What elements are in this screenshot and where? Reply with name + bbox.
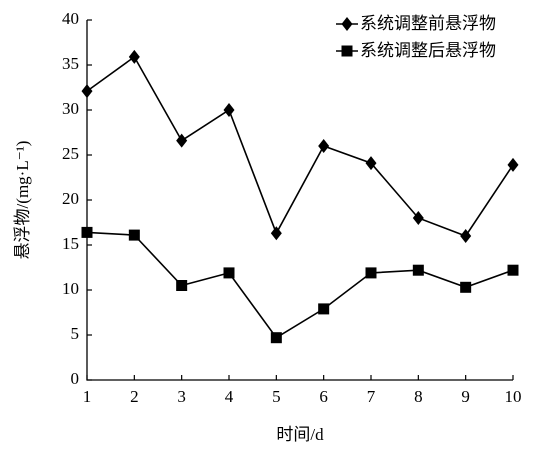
y-tick-label: 20: [62, 189, 79, 208]
data-point: [128, 229, 140, 241]
legend-marker: [341, 45, 353, 57]
y-tick-label: 30: [62, 99, 79, 118]
x-tick-label: 10: [505, 387, 522, 406]
data-point: [81, 226, 93, 238]
data-point: [507, 264, 519, 276]
data-point: [176, 133, 188, 148]
x-tick-label: 3: [177, 387, 186, 406]
legend-label: 系统调整后悬浮物: [360, 41, 496, 61]
axes: [86, 20, 513, 381]
y-tick-label: 0: [71, 369, 80, 388]
data-point: [318, 303, 330, 315]
series-line: [86, 55, 514, 237]
y-tick-label: 5: [71, 324, 80, 343]
x-tick-label: 8: [414, 387, 423, 406]
x-axis-label: 时间/d: [276, 425, 324, 444]
data-point: [365, 267, 377, 279]
y-tick-label: 15: [62, 234, 79, 253]
y-tick-label: 40: [62, 9, 79, 28]
data-point: [460, 229, 472, 243]
data-point: [412, 211, 424, 225]
data-point: [81, 84, 93, 99]
x-tick-label: 6: [319, 387, 328, 406]
x-tick-label: 1: [83, 387, 92, 406]
data-point: [128, 49, 140, 64]
data-point: [176, 280, 188, 291]
y-axis-label: 悬浮物/(mg·L⁻¹): [13, 141, 32, 260]
data-point: [365, 156, 377, 171]
data-point: [460, 281, 472, 293]
x-tick-label: 5: [272, 387, 281, 406]
data-point: [318, 139, 330, 153]
x-tick-label: 7: [367, 387, 376, 406]
y-tick-label: 10: [62, 279, 79, 298]
series-line: [86, 231, 514, 339]
data-point: [223, 103, 235, 117]
data-point: [270, 332, 282, 344]
x-tick-label: 4: [225, 387, 234, 406]
x-tick-label: 2: [130, 387, 139, 406]
data-point: [507, 157, 519, 172]
data-point: [412, 264, 424, 276]
y-tick-label: 35: [62, 54, 79, 73]
data-point: [270, 226, 282, 241]
data-point: [223, 267, 235, 279]
legend-label: 系统调整前悬浮物: [360, 14, 496, 34]
x-tick-label: 9: [461, 387, 470, 406]
y-tick-label: 25: [62, 144, 79, 163]
legend-marker: [341, 17, 353, 31]
